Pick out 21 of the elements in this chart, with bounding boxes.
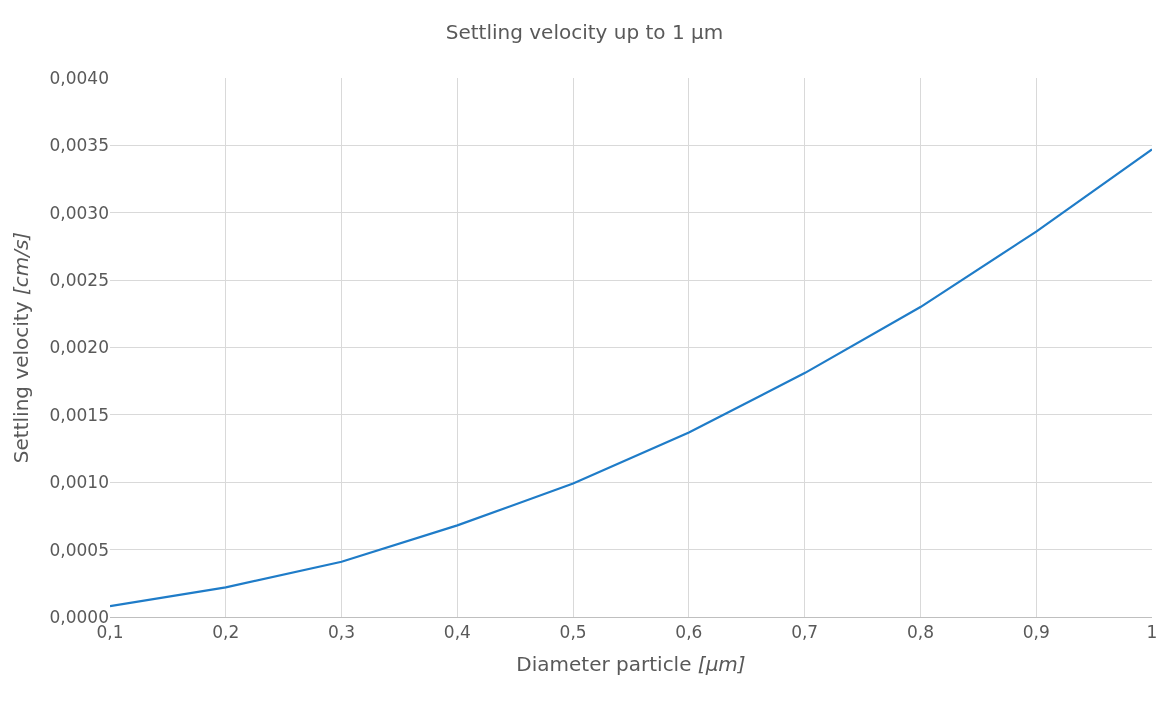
y-tick-label: 0,0010 (49, 472, 109, 493)
x-tick-label: 0,7 (791, 622, 819, 643)
x-tick-label: 0,8 (906, 622, 934, 643)
x-tick-label: 1 (1146, 622, 1158, 643)
y-tick-label: 0,0040 (49, 67, 109, 88)
chart-title: Settling velocity up to 1 µm (445, 20, 724, 45)
y-axis-title: Settling velocity [cm/s] (9, 231, 34, 464)
y-tick-label: 0,0035 (49, 135, 109, 156)
y-tick-label: 0,0015 (49, 404, 109, 425)
y-tick-label: 0,0030 (49, 202, 109, 223)
x-tick-label: 0,2 (212, 622, 240, 643)
y-tick-label: 0,0005 (49, 539, 109, 560)
y-tick-label: 0,0020 (49, 337, 109, 358)
x-tick-label: 0,3 (328, 622, 356, 643)
x-axis-title: Diameter particle [µm] (516, 651, 746, 676)
x-tick-label: 0,4 (443, 622, 471, 643)
x-tick-label: 0,5 (559, 622, 587, 643)
y-tick-label: 0,0025 (49, 270, 109, 291)
x-tick-label: 0,6 (675, 622, 703, 643)
x-tick-label: 0,9 (1022, 622, 1050, 643)
line-series (110, 148, 1152, 608)
